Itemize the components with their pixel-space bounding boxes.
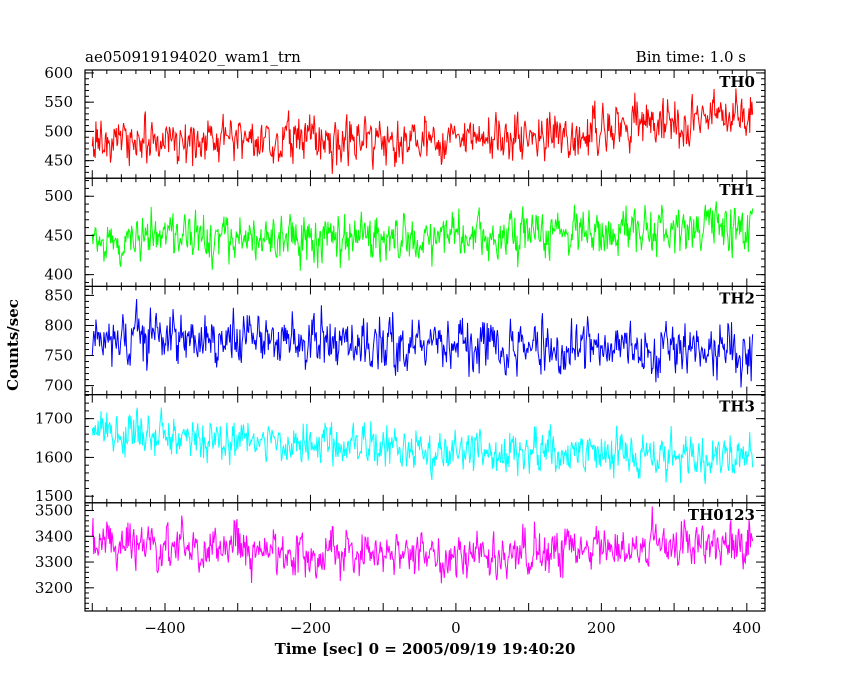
- y-tick-label: 550: [44, 93, 73, 111]
- series-line-th0: [91, 88, 754, 174]
- chart-title: ae050919194020_wam1_trn: [85, 48, 301, 66]
- series-line-th2: [91, 298, 754, 388]
- x-tick-label: 200: [587, 619, 616, 637]
- x-axis: −400 −200 0 200 400: [144, 619, 761, 637]
- y-tick-label: 450: [44, 226, 73, 244]
- x-tick-label: −200: [290, 619, 331, 637]
- series-label-th2: TH2: [719, 289, 755, 307]
- y-tick-label: 3500: [35, 502, 73, 520]
- x-axis-label: Time [sec] 0 = 2005/09/19 19:40:20: [275, 640, 576, 658]
- panel-th2: 700 750 800 850 TH2: [44, 285, 766, 396]
- y-tick-label: 1600: [35, 448, 73, 466]
- y-tick-label: 1700: [35, 410, 73, 428]
- y-tick-label: 600: [44, 64, 73, 82]
- panel-frame: [84, 69, 766, 179]
- x-tick-label: −400: [144, 619, 185, 637]
- y-tick-label: 500: [44, 122, 73, 140]
- y-tick-label: 3200: [35, 579, 73, 597]
- panel-th3: 1500 1600 1700 TH3: [35, 394, 766, 505]
- series-label-th1: TH1: [719, 181, 755, 199]
- y-tick-label: 450: [44, 152, 73, 170]
- y-tick-label: 400: [44, 266, 73, 284]
- series-label-th3: TH3: [719, 398, 755, 416]
- y-tick-label: 800: [44, 316, 73, 334]
- y-axis-label: Counts/sec: [4, 299, 22, 391]
- x-tick-label: 400: [732, 619, 761, 637]
- panels: 450 500 550 600 TH0 400 450 500 TH1 700 750 800 850 T…: [35, 64, 766, 612]
- y-tick-label: 500: [44, 187, 73, 205]
- y-tick-label: 700: [44, 377, 73, 395]
- panel-th0: 450 500 550 600 TH0: [44, 64, 766, 179]
- panel-th1: 400 450 500 TH1: [44, 177, 766, 287]
- panel-th0123: 3200 3300 3400 3500 TH0123: [35, 502, 766, 612]
- bin-time-label: Bin time: 1.0 s: [636, 48, 746, 66]
- y-tick-label: 850: [44, 286, 73, 304]
- y-tick-label: 1500: [35, 487, 73, 505]
- series-line-th3: [91, 407, 754, 485]
- series-label-th0: TH0: [719, 73, 755, 91]
- series-label-th0123: TH0123: [688, 506, 755, 524]
- series-line-th0123: [91, 506, 754, 584]
- y-tick-label: 750: [44, 347, 73, 365]
- y-tick-label: 3400: [35, 527, 73, 545]
- series-line-th1: [91, 201, 754, 271]
- y-tick-label: 3300: [35, 553, 73, 571]
- x-tick-label: 0: [451, 619, 461, 637]
